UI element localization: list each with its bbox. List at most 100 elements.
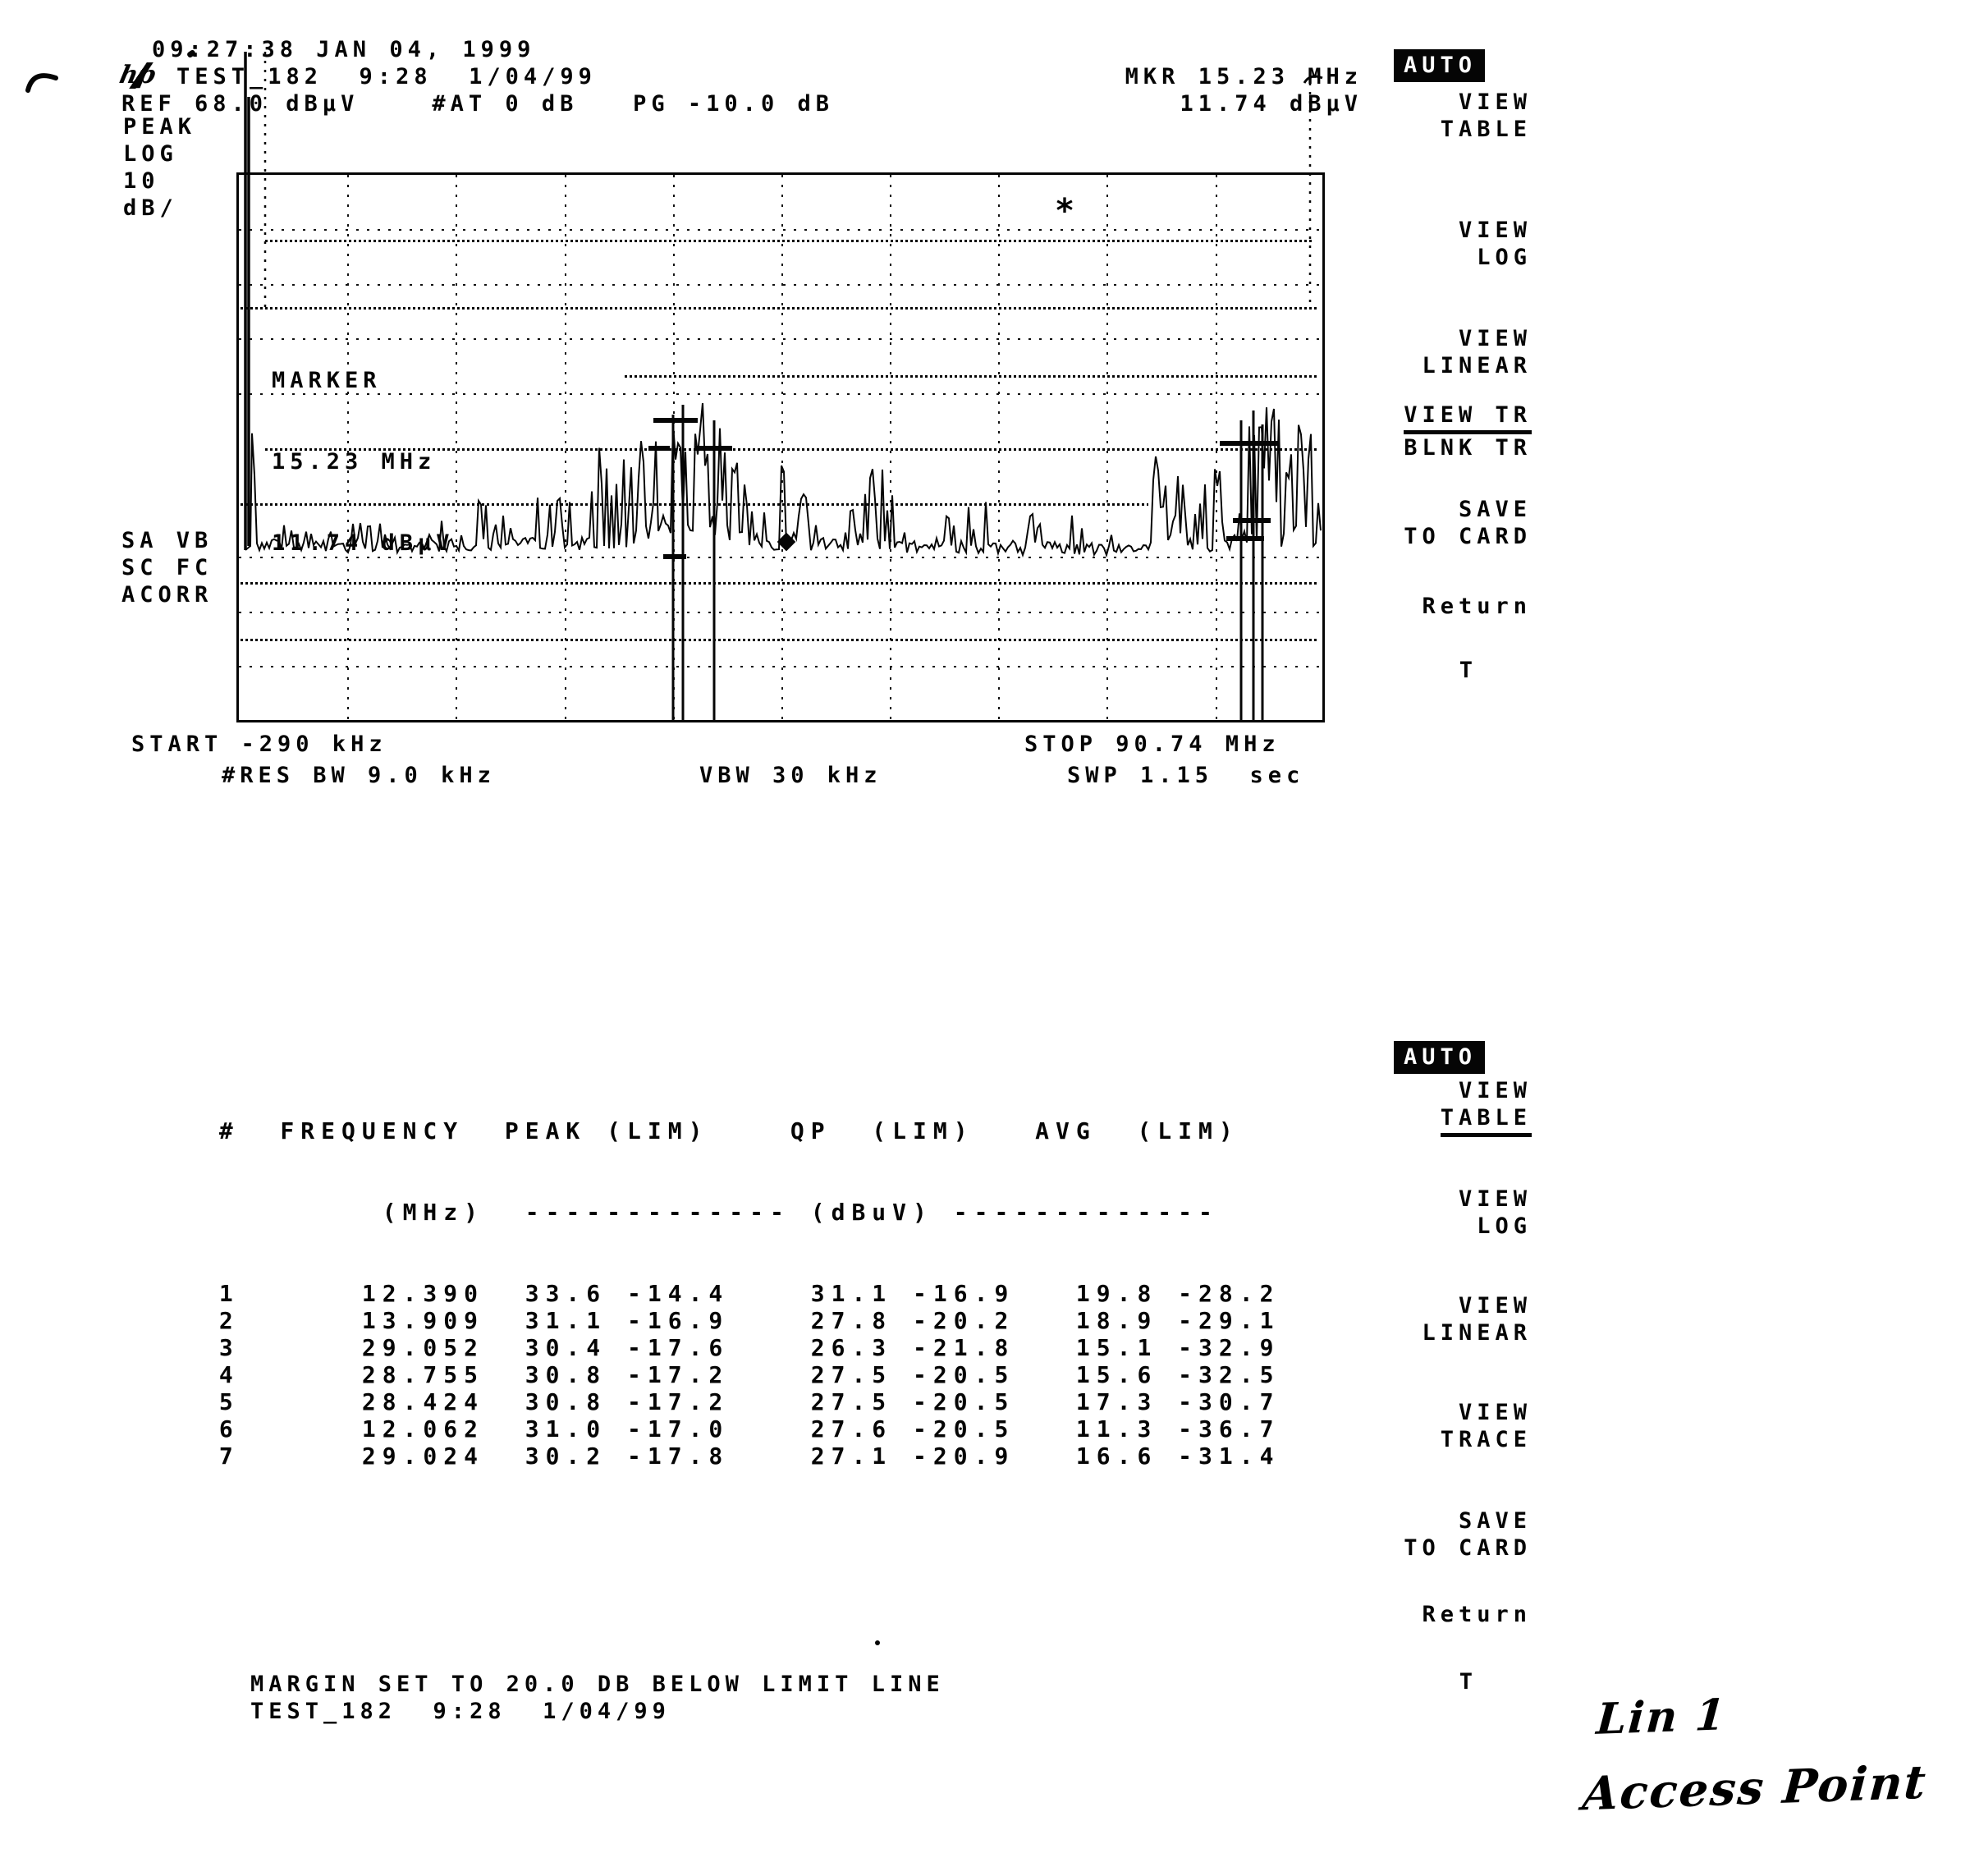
pen-mark <box>25 73 58 93</box>
footer-file-line: TEST_182 9:28 1/04/99 <box>250 1699 671 1724</box>
table-body: 1 12.390 33.6 -14.4 31.1 -16.9 19.8 -28.… <box>199 1280 1280 1470</box>
grid-line-vertical <box>456 175 457 720</box>
softkey-label: VIEW <box>1458 1293 1532 1319</box>
spectrum-plot: * MARKER 15.23 MHz 11.74 dBµV <box>236 52 1325 722</box>
marker-readout-level: 11.74 dBµV <box>1180 91 1363 117</box>
grid-line-vertical <box>347 175 349 720</box>
spectrum-trace: * <box>244 52 1323 720</box>
marker-annotation-title: MARKER <box>272 368 382 393</box>
marker-annotation-freq: 15.23 MHz <box>272 449 437 475</box>
softkey-save-to-card[interactable]: SAVE TO CARD <box>1404 496 1532 550</box>
softkey-label: LOG <box>1477 245 1532 270</box>
softkey-view-tr-blnk-tr[interactable]: VIEW TR BLNK TR <box>1404 401 1532 461</box>
softkey-view-table[interactable]: VIEW TABLE <box>1440 1077 1532 1137</box>
softkey-label: TABLE <box>1440 117 1532 142</box>
spectrum-trace-path <box>245 402 1322 558</box>
table-row: 3 29.052 30.4 -17.6 26.3 -21.8 15.1 -32.… <box>199 1334 1280 1361</box>
limit-line <box>625 375 1319 378</box>
hp-logo-icon: hp <box>117 61 166 89</box>
sweep-time-label: SWP 1.15 sec <box>1067 763 1305 788</box>
handwritten-note-line1: Lin 1 <box>1594 1690 1729 1745</box>
grid-line-horizontal <box>239 557 1322 558</box>
res-bw-label: #RES BW 9.0 kHz <box>222 763 496 788</box>
table-row: 1 12.390 33.6 -14.4 31.1 -16.9 19.8 -28.… <box>199 1280 1280 1307</box>
softkey-label: TABLE <box>1440 1104 1532 1137</box>
grid-line-horizontal <box>239 229 1322 231</box>
softkey-label: Return <box>1422 1602 1532 1627</box>
grid-line-vertical <box>890 175 891 720</box>
marker-annotation-level: 11.74 dBµV <box>272 530 455 556</box>
axis-label: PEAK <box>123 114 197 140</box>
axis-label: SC FC <box>121 555 213 580</box>
grid-line-horizontal <box>239 612 1322 613</box>
axis-label: dB/ <box>123 195 178 221</box>
emissions-table: # FREQUENCY PEAK (LIM) QP (LIM) AVG (LIM… <box>199 1063 1280 1497</box>
softkey-label: VIEW <box>1458 326 1532 351</box>
grid-line-vertical <box>781 175 783 720</box>
axis-label: SA VB <box>121 528 213 553</box>
table-row: 4 28.755 30.8 -17.2 27.5 -20.5 15.6 -32.… <box>199 1361 1280 1388</box>
softkey-label: SAVE <box>1458 497 1532 522</box>
grid-line-vertical <box>1106 175 1108 720</box>
softkey-label: TO CARD <box>1404 524 1532 549</box>
grid-line-horizontal <box>239 338 1322 340</box>
margin-status-line: MARGIN SET TO 20.0 DB BELOW LIMIT LINE <box>250 1672 945 1697</box>
table-row: 6 12.062 31.0 -17.0 27.6 -20.5 11.3 -36.… <box>199 1415 1280 1443</box>
ref-attenuation-line: REF 68.0 dBµV #AT 0 dB PG -10.0 dB <box>121 91 834 117</box>
table-row: 7 29.024 30.2 -17.8 27.1 -20.9 16.6 -31.… <box>199 1443 1280 1470</box>
limit-line <box>265 448 1319 451</box>
marker-readout-frequency: MKR 15.23 MHz <box>1125 64 1363 89</box>
softkey-view-linear[interactable]: VIEW LINEAR <box>1422 325 1532 379</box>
trace-diamond-marker <box>777 532 796 552</box>
trace-asterisk-marker: * <box>1055 192 1074 230</box>
softkey-label: Return <box>1422 594 1532 619</box>
softkey-view-log[interactable]: VIEW LOG <box>1459 217 1532 271</box>
softkey-label: SAVE <box>1458 1508 1532 1534</box>
amplitude-mode-labels: PEAK LOG 10 dB/ <box>123 113 196 222</box>
softkey-label: LINEAR <box>1422 1320 1532 1346</box>
limit-line <box>241 639 1319 641</box>
status-annotation-labels: SA VB SC FC ACORR <box>121 527 213 608</box>
softkey-label: LINEAR <box>1422 353 1532 378</box>
softkey-label: VIEW TR <box>1404 401 1532 434</box>
auto-badge: AUTO <box>1394 49 1486 82</box>
handwritten-note-line2: Access Point <box>1580 1754 1929 1822</box>
limit-line <box>241 582 1319 585</box>
softkey-label: T <box>1459 658 1478 683</box>
softkey-return[interactable]: Return <box>1422 593 1532 620</box>
limit-line <box>265 240 1313 242</box>
softkey-label: TRACE <box>1440 1427 1532 1452</box>
grid-line-horizontal <box>239 666 1322 667</box>
softkey-view-log[interactable]: VIEW LOG <box>1459 1186 1532 1240</box>
softkey-return[interactable]: Return <box>1422 1601 1532 1628</box>
softkey-label: VIEW <box>1458 1186 1532 1212</box>
test-file-line: TEST_182 9:28 1/04/99 <box>176 64 597 89</box>
limit-line <box>241 307 1319 310</box>
softkey-view-table[interactable]: VIEW TABLE <box>1441 89 1532 143</box>
softkey-label: VIEW <box>1458 1078 1532 1103</box>
softkey-label: BLNK TR <box>1404 435 1532 461</box>
axis-label: ACORR <box>121 582 213 608</box>
table-row: 5 28.424 30.8 -17.2 27.5 -20.5 17.3 -30.… <box>199 1388 1280 1415</box>
vbw-label: VBW 30 kHz <box>699 763 882 788</box>
grid-line-horizontal <box>239 393 1322 395</box>
scan-hook-mark <box>1303 75 1323 84</box>
grid-line-horizontal <box>239 284 1322 286</box>
table-header-row-2: (MHz) ------------- (dBuV) ------------- <box>199 1199 1219 1226</box>
auto-badge-2: AUTO <box>1394 1041 1486 1074</box>
softkey-label: VIEW <box>1458 89 1532 115</box>
softkey-save-to-card[interactable]: SAVE TO CARD <box>1404 1507 1532 1562</box>
stop-frequency-label: STOP 90.74 MHz <box>1024 732 1280 757</box>
table-header-row-1: # FREQUENCY PEAK (LIM) QP (LIM) AVG (LIM… <box>199 1117 1239 1144</box>
softkey-t[interactable]: T <box>1459 1668 1478 1695</box>
softkey-view-trace[interactable]: VIEW TRACE <box>1441 1399 1532 1453</box>
softkey-t[interactable]: T <box>1459 657 1478 684</box>
axis-label: 10 <box>123 168 160 194</box>
start-frequency-label: START -290 kHz <box>131 732 387 757</box>
print-timestamp: 09:27:38 JAN 04, 1999 <box>152 37 536 62</box>
softkey-label: LOG <box>1477 1213 1532 1239</box>
softkey-view-linear[interactable]: VIEW LINEAR <box>1422 1292 1532 1346</box>
softkey-label: VIEW <box>1458 218 1532 243</box>
scan-speck-2 <box>875 1640 880 1645</box>
grid-line-vertical <box>1216 175 1217 720</box>
